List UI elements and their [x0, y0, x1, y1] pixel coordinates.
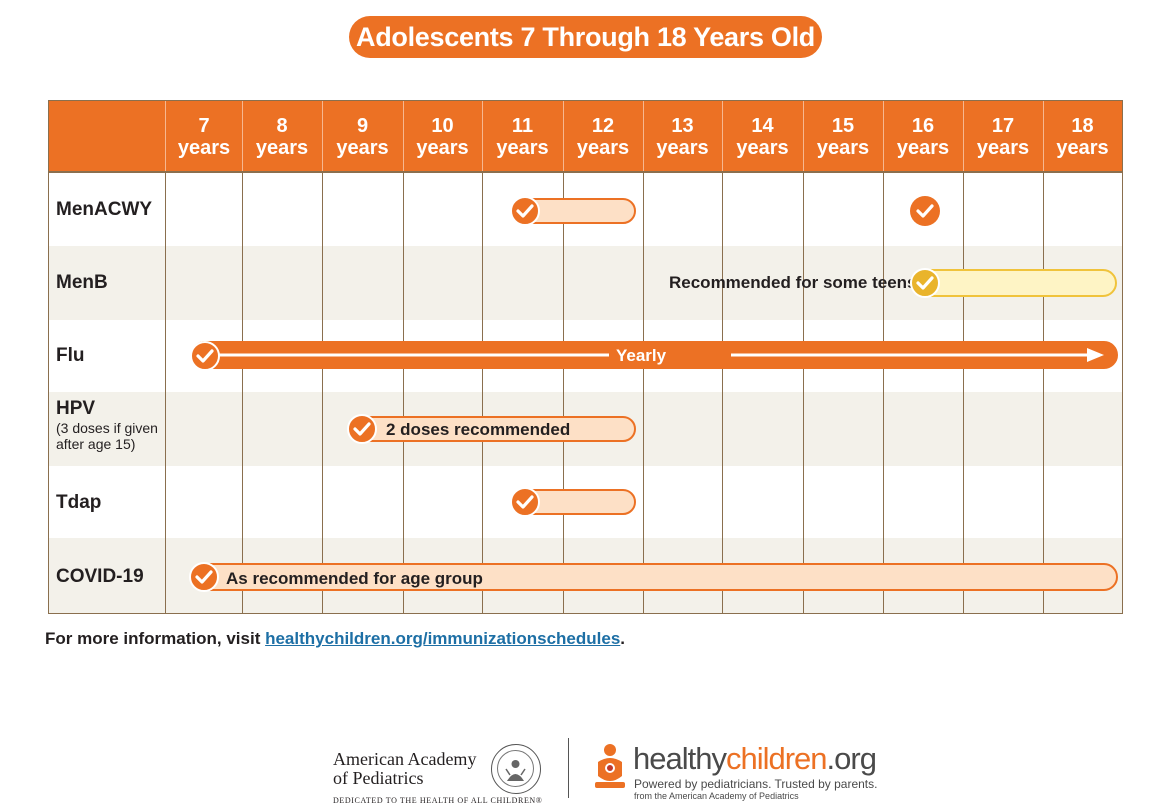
page-title: Adolescents 7 Through 18 Years Old [349, 16, 822, 58]
immunization-schedule-table: 7 years 8 years 9 years 10 years 11 years 12 y… [48, 100, 1123, 614]
footer-prefix: For more information, visit [45, 629, 266, 648]
column-header: 13 years [656, 114, 709, 159]
column-header: 15 years [816, 114, 870, 159]
column-header: 8 years [255, 114, 309, 159]
wordmark-part: children [725, 741, 828, 776]
aap-logo-text: American Academy of Pediatrics [333, 750, 476, 788]
row-note-hpv: (3 doses if given after age 15) [56, 420, 158, 452]
column-header: 18 years [1056, 114, 1109, 159]
check-icon [510, 196, 540, 226]
flu-arrow [219, 348, 1104, 362]
header-divider [322, 101, 323, 172]
header-divider [482, 101, 483, 172]
wordmark-part: healthy [633, 741, 727, 776]
column-header: 16 years [896, 114, 950, 159]
row-label-menacwy: MenACWY [56, 199, 153, 220]
row-label-hpv: HPV (3 doses if given after age 15) [56, 398, 168, 452]
schedule-link[interactable]: healthychildren.org/immunizationschedule… [265, 629, 621, 648]
covid-bar [192, 563, 1118, 591]
covid-bar-label: As recommended for age group [226, 569, 483, 588]
hpv-bar [350, 416, 636, 442]
row-label-covid: COVID-19 [56, 566, 144, 587]
header-divider [963, 101, 964, 172]
footer-info: For more information, visit healthychild… [45, 629, 625, 649]
header-divider [722, 101, 723, 172]
header-divider [803, 101, 804, 172]
menb-bar [910, 269, 1117, 297]
header-divider [1043, 101, 1044, 172]
column-header: 12 years [576, 114, 630, 159]
healthychildren-wordmark: healthychildren.org [633, 741, 877, 777]
hpv-bar-label: 2 doses recommended [386, 420, 571, 439]
header-divider [165, 101, 166, 172]
check-icon [347, 414, 377, 444]
column-header: 9 years [336, 114, 389, 159]
header-divider [242, 101, 243, 172]
header-divider [883, 101, 884, 172]
aap-name-line1: American Academy [333, 749, 477, 769]
check-icon [189, 562, 219, 592]
column-header: 14 years [736, 114, 789, 159]
header-divider [643, 101, 644, 172]
row-label-tdap: Tdap [56, 492, 102, 513]
logo-divider [568, 738, 569, 798]
header-bottom-line [49, 171, 1122, 173]
column-header: 17 years [976, 114, 1030, 159]
flu-bar-label: Yearly [616, 346, 667, 365]
grid-line [165, 101, 166, 613]
aap-seal-icon [491, 744, 541, 794]
column-header: 10 years [416, 114, 469, 159]
table-header-row [49, 101, 1122, 172]
wordmark-part: .org [826, 741, 877, 776]
menb-bar-label: Recommended for some teens [669, 273, 917, 292]
column-header: 7 years [177, 114, 231, 159]
header-divider [563, 101, 564, 172]
check-icon [510, 487, 540, 517]
check-icon [910, 196, 940, 226]
check-icon [910, 268, 940, 298]
healthychildren-subtagline: from the American Academy of Pediatrics [634, 791, 799, 801]
aap-name-line2: of Pediatrics [333, 768, 424, 788]
column-header: 11 years [496, 114, 549, 159]
aap-tagline: DEDICATED TO THE HEALTH OF ALL CHILDREN® [333, 796, 543, 805]
check-icon [190, 341, 220, 371]
healthychildren-logo-icon [595, 744, 625, 788]
row-label-flu: Flu [56, 345, 85, 366]
header-divider [403, 101, 404, 172]
footer-suffix: . [620, 629, 626, 648]
healthychildren-tagline: Powered by pediatricians. Trusted by par… [634, 777, 878, 791]
row-label-menb: MenB [56, 272, 108, 293]
